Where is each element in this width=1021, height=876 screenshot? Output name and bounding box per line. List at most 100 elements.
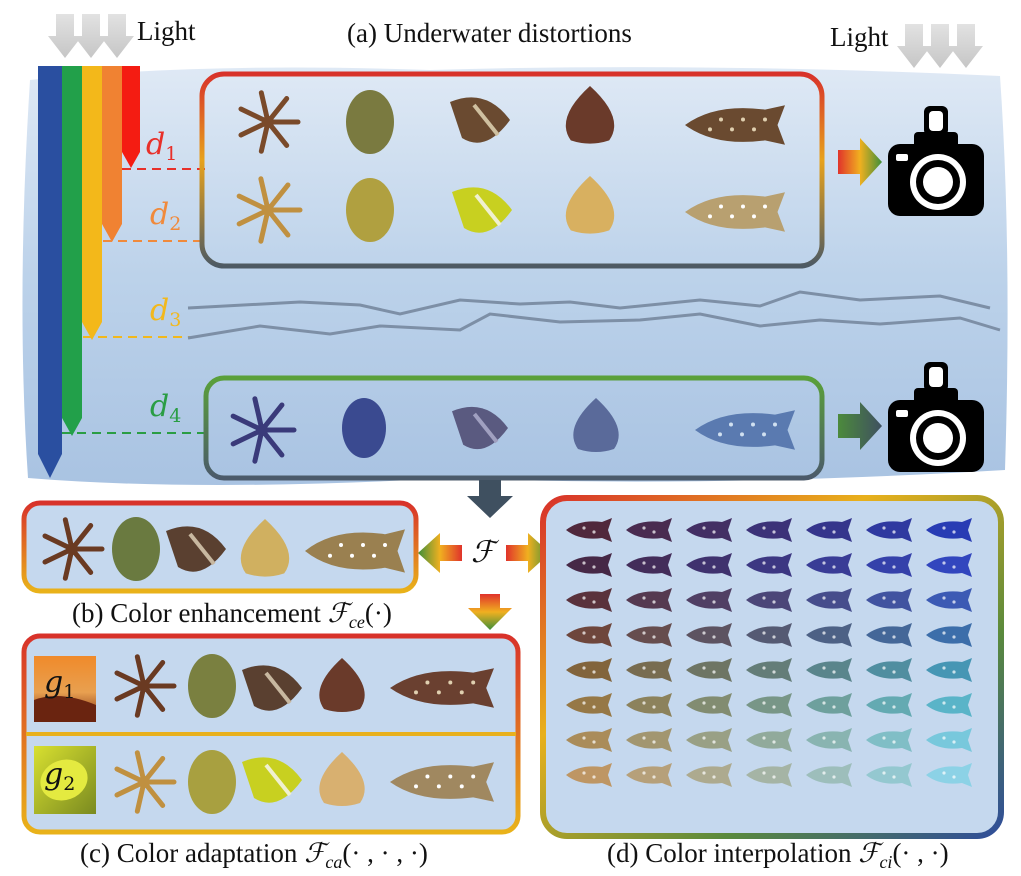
interpolated-fish (866, 728, 912, 752)
stingray (240, 519, 290, 577)
interpolated-fish (806, 693, 852, 717)
butterflyfish (452, 406, 508, 450)
sponge (188, 750, 236, 814)
figure-title: (a) Underwater distortions (347, 18, 632, 48)
interpolated-fish (806, 658, 852, 682)
interpolated-fish (746, 518, 792, 542)
interpolated-fish (746, 658, 792, 682)
wave-lines (187, 290, 1001, 340)
interpolated-fish (806, 763, 852, 787)
interpolated-fish (746, 623, 792, 647)
interpolated-fish (566, 553, 612, 577)
interpolated-fish (686, 623, 732, 647)
interpolated-fish (626, 518, 672, 542)
operator-symbol: ℱ (471, 535, 495, 570)
light-label-right: Light (830, 22, 889, 52)
stingray (319, 658, 365, 712)
interpolated-fish (806, 588, 852, 612)
panel-b-caption: (b) Color enhancement ℱce(·) (72, 598, 392, 632)
interpolated-fish (686, 658, 732, 682)
interpolated-fish (926, 588, 972, 612)
depth-label-d3: d3 (150, 293, 182, 331)
starfish (114, 654, 177, 718)
interpolated-fish (866, 693, 912, 717)
interpolated-fish (746, 693, 792, 717)
butterflyfish (242, 757, 302, 803)
pufferfish (390, 668, 494, 708)
interpolated-fish (566, 693, 612, 717)
warm-arrow-to-camera (838, 138, 882, 186)
interpolated-fish (926, 623, 972, 647)
interpolated-fish (806, 518, 852, 542)
interpolated-fish (686, 553, 732, 577)
interpolated-fish (746, 728, 792, 752)
interpolated-fish (806, 553, 852, 577)
green-light-bar (62, 66, 82, 436)
pufferfish (685, 105, 785, 145)
pufferfish (390, 762, 494, 802)
interpolated-fish (926, 728, 972, 752)
pufferfish (695, 410, 795, 450)
starfish (42, 517, 105, 581)
sponge (188, 654, 236, 718)
interpolated-fish (866, 588, 912, 612)
light-spectrum-bars (38, 66, 140, 478)
interpolated-fish (686, 693, 732, 717)
interpolated-fish (926, 763, 972, 787)
starfish (238, 90, 301, 154)
interpolated-fish (746, 763, 792, 787)
starfish (230, 396, 297, 464)
depth-label-d4: d4 (150, 389, 182, 427)
interpolated-fish (926, 693, 972, 717)
pufferfish (305, 529, 405, 573)
yellow-light-bar (82, 66, 102, 340)
interpolated-fish (866, 763, 912, 787)
sponge (346, 90, 394, 154)
sponge (346, 178, 394, 242)
interpolated-fish (626, 588, 672, 612)
panel-c-caption: (c) Color adaptation ℱca(· , · , ·) (80, 838, 428, 872)
depth-lines (62, 168, 205, 434)
starfish (114, 750, 177, 814)
interpolated-fish (566, 728, 612, 752)
stingray (573, 398, 619, 452)
panel-d-caption: (d) Color interpolation ℱci(· , ·) (607, 838, 949, 872)
interpolated-fish (686, 763, 732, 787)
light-label-left: Light (137, 16, 196, 46)
stingray (565, 176, 615, 234)
fish-images (42, 86, 972, 814)
interpolated-fish (626, 553, 672, 577)
butterflyfish (166, 526, 226, 572)
water-region (22, 67, 1008, 485)
camera-icon (888, 362, 984, 472)
stingray (565, 86, 615, 144)
interpolated-fish (926, 553, 972, 577)
interpolated-fish (626, 728, 672, 752)
deep-water-frame (203, 375, 825, 481)
down-arrow-to-operator (467, 480, 513, 518)
stingray (319, 752, 365, 806)
depth-label-d1: d1 (146, 127, 178, 165)
orange-light-bar (102, 66, 122, 242)
blue-light-bar (38, 66, 62, 478)
interpolated-fish (626, 658, 672, 682)
pufferfish (685, 192, 785, 232)
interpolated-fish (806, 728, 852, 752)
interpolated-fish (566, 658, 612, 682)
sponge (112, 517, 160, 581)
interpolated-fish (866, 623, 912, 647)
interpolated-fish (566, 588, 612, 612)
guide-label-g2: g2 (44, 757, 76, 795)
interpolated-fish (566, 623, 612, 647)
interpolated-fish (866, 518, 912, 542)
light-arrows-right (897, 24, 983, 68)
interpolated-fish (686, 518, 732, 542)
interpolated-fish (866, 553, 912, 577)
guide-label-g1: g1 (44, 665, 76, 703)
interpolated-fish (926, 518, 972, 542)
interpolated-fish (626, 693, 672, 717)
right-arrow-to-d (506, 533, 550, 573)
camera-icon (888, 106, 984, 216)
interpolated-fish (626, 763, 672, 787)
